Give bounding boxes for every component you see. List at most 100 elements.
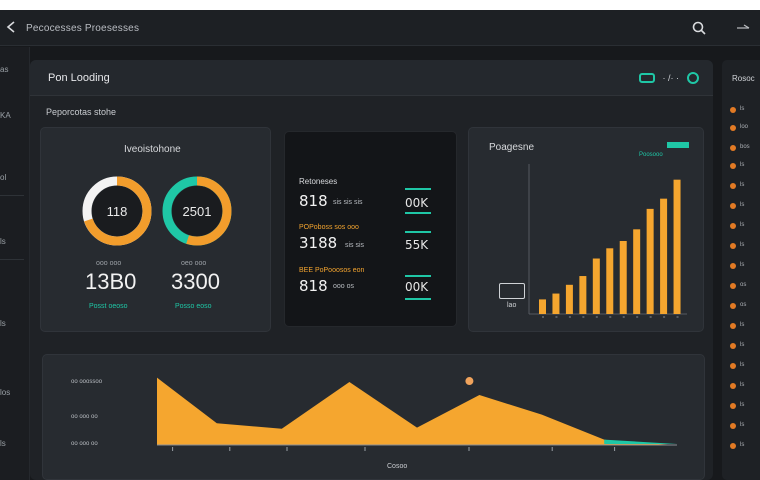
sidebar-item[interactable]: ls — [0, 439, 6, 448]
item-icon — [730, 125, 736, 131]
item-icon — [730, 183, 736, 189]
donut-center-label: 2501 — [183, 204, 212, 219]
right-sidebar-item-label: ls — [740, 222, 745, 228]
item-icon — [730, 163, 736, 169]
donut-value-2: 3300 — [171, 269, 220, 294]
donut-caption-2: Posso eoso — [175, 303, 212, 310]
left-sidebar: as KA ol ls ls los ls — [0, 47, 30, 480]
right-sidebar-item-label: ls — [740, 322, 745, 328]
right-sidebar-item[interactable]: ls — [730, 162, 760, 170]
tooltip-box[interactable] — [499, 283, 525, 299]
stat-bar-3 — [405, 275, 431, 277]
app-window: Pecocesses Proesesses as KA ol ls ls los… — [0, 10, 760, 480]
bar — [539, 299, 546, 314]
status-dot-icon[interactable] — [687, 72, 699, 84]
bar — [552, 293, 560, 314]
bar — [660, 198, 668, 314]
right-sidebar-item[interactable]: os — [730, 282, 760, 290]
stat-label-3: BEE PoPooosos eon — [299, 267, 365, 274]
sidebar-item[interactable]: los — [0, 388, 11, 397]
bar — [592, 258, 600, 314]
bar — [579, 276, 587, 314]
right-sidebar-item[interactable]: ls — [730, 402, 760, 410]
right-sidebar-item-label: ls — [740, 262, 745, 268]
right-sidebar-item[interactable]: ls — [730, 422, 760, 430]
sidebar-item[interactable]: ls — [0, 237, 6, 246]
right-sidebar-item[interactable]: loo — [730, 124, 760, 132]
right-sidebar-item[interactable]: bos — [730, 144, 760, 152]
stat-value-2: 3188 — [299, 234, 338, 252]
donut-card-title: Iveoistohone — [124, 144, 181, 155]
right-sidebar-item[interactable]: ls — [730, 442, 760, 450]
right-sidebar-item-label: bos — [740, 144, 750, 150]
sidebar-item[interactable]: ol — [0, 173, 7, 182]
stat-right-2: 55K — [405, 238, 429, 252]
sidebar-item[interactable]: ls — [0, 319, 6, 328]
stat-bar-2 — [405, 231, 431, 233]
window-menu-icon[interactable] — [736, 23, 750, 33]
bar-chart-card: Poagesne Poosooo lao — [468, 127, 704, 332]
item-icon — [730, 203, 736, 209]
sidebar-item[interactable]: KA — [0, 111, 11, 120]
stats-card-title: Retoneses — [299, 177, 338, 186]
right-sidebar-item-label: ls — [740, 182, 745, 188]
right-sidebar-item-label: ls — [740, 342, 745, 348]
top-bar: Pecocesses Proesesses — [0, 10, 760, 46]
right-sidebar-item[interactable]: ls — [730, 262, 760, 270]
item-icon — [730, 423, 736, 429]
header-tool-text[interactable]: · /· · — [662, 73, 680, 83]
area-ylabel-2: oo ooo oo — [71, 414, 98, 420]
area-tail — [604, 439, 677, 444]
main-panel: Pon Looding · /· · Peporcotas stohe Iveo… — [30, 60, 713, 480]
right-sidebar-item-label: ls — [740, 162, 745, 168]
right-sidebar-item[interactable]: ls — [730, 222, 760, 230]
donut-hole — [172, 186, 222, 236]
area-chart — [157, 377, 677, 451]
stat-suffix-3: ooo os — [333, 283, 355, 290]
right-sidebar-item-label: ls — [740, 382, 745, 388]
legend-swatch — [667, 142, 689, 148]
logo-icon — [6, 21, 15, 33]
right-sidebar-item[interactable]: ls — [730, 322, 760, 330]
header-tools: · /· · — [638, 71, 699, 85]
stat-value-1: 818 — [299, 192, 328, 210]
right-sidebar-item-label: ls — [740, 442, 745, 448]
area-fill — [157, 377, 677, 445]
stat-bar-3b — [405, 298, 431, 300]
item-icon — [730, 323, 736, 329]
right-sidebar-item[interactable]: ls — [730, 362, 760, 370]
item-icon — [730, 283, 736, 289]
search-icon[interactable] — [692, 21, 706, 35]
right-sidebar-item-label: ls — [740, 202, 745, 208]
stat-right-3: 00K — [405, 280, 429, 294]
item-icon — [730, 243, 736, 249]
donut-sub-1: ooo ooo — [96, 260, 122, 267]
right-sidebar-item[interactable]: ls — [730, 242, 760, 250]
bar — [619, 241, 627, 314]
donut-arc — [82, 176, 152, 246]
right-sidebar-item-label: os — [740, 282, 747, 288]
bar-chart — [528, 164, 687, 318]
toggle-icon[interactable] — [638, 73, 655, 83]
right-sidebar-item[interactable]: ls — [730, 202, 760, 210]
item-icon — [730, 383, 736, 389]
item-icon — [730, 443, 736, 449]
bar — [565, 284, 573, 314]
donut-arc — [162, 176, 232, 246]
stats-card: Retoneses 818 sis sis sis 00K POPoboss s… — [284, 131, 457, 327]
right-sidebar-item[interactable]: ls — [730, 382, 760, 390]
right-sidebar-item[interactable]: ls — [730, 106, 760, 114]
donut-value-1: 13B0 — [85, 269, 137, 294]
right-sidebar-item-label: loo — [740, 124, 749, 130]
right-sidebar-item[interactable]: ls — [730, 342, 760, 350]
right-sidebar-item[interactable]: ls — [730, 182, 760, 190]
stat-suffix-1: sis sis sis — [333, 199, 363, 206]
area-ylabel-1: oo ooossoo — [71, 379, 103, 385]
donut-card: Iveoistohone 118 2501 ooo ooo 13B0 Posst … — [40, 127, 271, 332]
right-sidebar-item-label: os — [740, 302, 747, 308]
sidebar-item[interactable]: as — [0, 65, 9, 74]
right-sidebar-item[interactable]: os — [730, 302, 760, 310]
donut-sub-2: oeo ooo — [181, 260, 207, 267]
divider — [0, 259, 24, 260]
item-icon — [730, 145, 736, 151]
